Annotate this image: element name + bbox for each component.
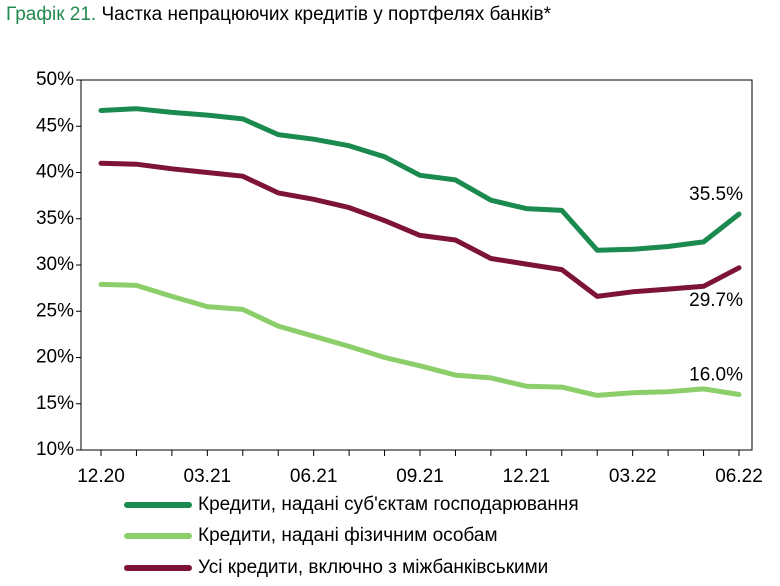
- legend-swatch-all-loans: [124, 564, 192, 571]
- x-tick-label: 06.22: [715, 466, 763, 487]
- legend-item-enterprise: Кредити, надані суб'єктам господарювання: [124, 489, 579, 521]
- chart-number: Графік 21.: [6, 4, 97, 25]
- legend: Кредити, надані суб'єктам господарювання…: [124, 489, 579, 584]
- y-tick-label: 50%: [36, 69, 74, 90]
- y-tick-label: 45%: [36, 115, 74, 136]
- chart-title-text: Частка непрацюючих кредитів у портфелях …: [101, 4, 552, 25]
- axes: 10% 15% 20% 25% 30% 35% 40% 45% 50% 12.20 03.21 06.…: [36, 69, 763, 487]
- y-tick-label: 15%: [36, 393, 74, 414]
- y-tick-label: 25%: [36, 300, 74, 321]
- y-tick-label: 10%: [36, 439, 74, 460]
- x-tick-label: 09.21: [396, 466, 444, 487]
- end-label-all-loans: 29.7%: [689, 290, 743, 311]
- x-tick-label: 12.21: [503, 466, 551, 487]
- legend-label-enterprise: Кредити, надані суб'єктам господарювання: [198, 493, 579, 515]
- x-tick-label: 03.21: [184, 466, 232, 487]
- x-tick-label: 06.21: [290, 466, 338, 487]
- series-line-households: [98, 281, 742, 398]
- legend-item-all-loans: Усі кредити, включно з міжбанківськими: [124, 552, 579, 584]
- x-tick-label: 12.20: [77, 466, 125, 487]
- y-tick-label: 20%: [36, 347, 74, 368]
- x-tick-label: 03.22: [609, 466, 657, 487]
- series-line-all-loans: [98, 160, 742, 299]
- legend-swatch-households: [124, 533, 192, 540]
- end-labels: 35.5% 16.0% 29.7%: [689, 184, 743, 385]
- legend-item-households: Кредити, надані фізичним особам: [124, 521, 579, 553]
- y-tick-label: 40%: [36, 162, 74, 183]
- legend-label-all-loans: Усі кредити, включно з міжбанківськими: [198, 556, 549, 578]
- end-label-households: 16.0%: [689, 365, 743, 386]
- y-tick-label: 30%: [36, 254, 74, 275]
- legend-swatch-enterprise: [124, 501, 192, 508]
- chart-title: Графік 21. Частка непрацюючих кредитів у…: [6, 4, 551, 26]
- series-line-enterprise: [98, 106, 742, 253]
- legend-label-households: Кредити, надані фізичним особам: [198, 525, 498, 547]
- end-label-enterprise: 35.5%: [689, 184, 743, 205]
- series-lines: [98, 106, 742, 398]
- y-tick-label: 35%: [36, 208, 74, 229]
